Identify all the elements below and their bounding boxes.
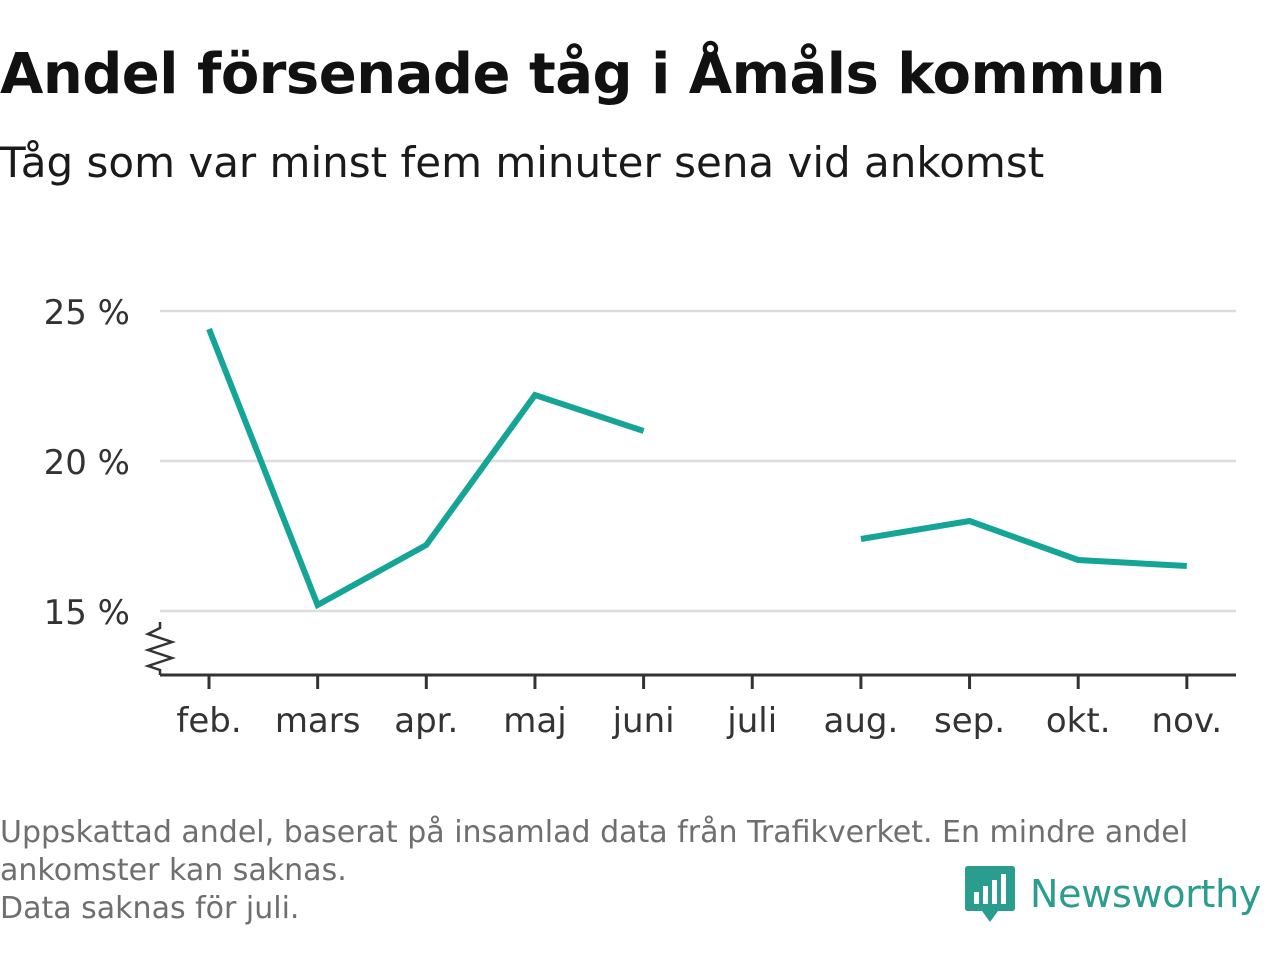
- x-tick-label: aug.: [824, 701, 899, 741]
- x-tick-label: apr.: [394, 701, 458, 741]
- brand-logo: Newsworthy: [962, 862, 1261, 926]
- x-tick-label: feb.: [176, 701, 241, 741]
- brand-name: Newsworthy: [1030, 872, 1262, 916]
- x-tick-label: juni: [612, 701, 675, 741]
- chart-subtitle: Tåg som var minst fem minuter sena vid a…: [0, 138, 1045, 187]
- footnote-line-3: Data saknas för juli.: [0, 891, 300, 926]
- x-tick-label: nov.: [1152, 701, 1223, 741]
- x-tick-label: okt.: [1046, 701, 1111, 741]
- series-line: [860, 517, 1187, 569]
- x-tick-label: maj: [503, 701, 566, 741]
- footnote: Uppskattad andel, baserat på insamlad da…: [0, 814, 1270, 928]
- series-line: [206, 327, 645, 610]
- newsworthy-logo-icon: [965, 866, 1015, 922]
- chart-title: Andel försenade tåg i Åmåls kommun: [0, 42, 1165, 107]
- axis-break-icon: [144, 622, 176, 675]
- y-tick-label: 15 %: [44, 593, 130, 633]
- x-tick-label: mars: [275, 701, 361, 741]
- y-tick-label: 25 %: [44, 293, 130, 333]
- footnote-line-1: Uppskattad andel, baserat på insamlad da…: [0, 815, 1189, 850]
- x-tick-label: juli: [726, 701, 777, 741]
- x-tick-label: sep.: [934, 701, 1005, 741]
- footnote-line-2: ankomster kan saknas.: [0, 853, 347, 888]
- y-tick-label: 20 %: [44, 443, 130, 483]
